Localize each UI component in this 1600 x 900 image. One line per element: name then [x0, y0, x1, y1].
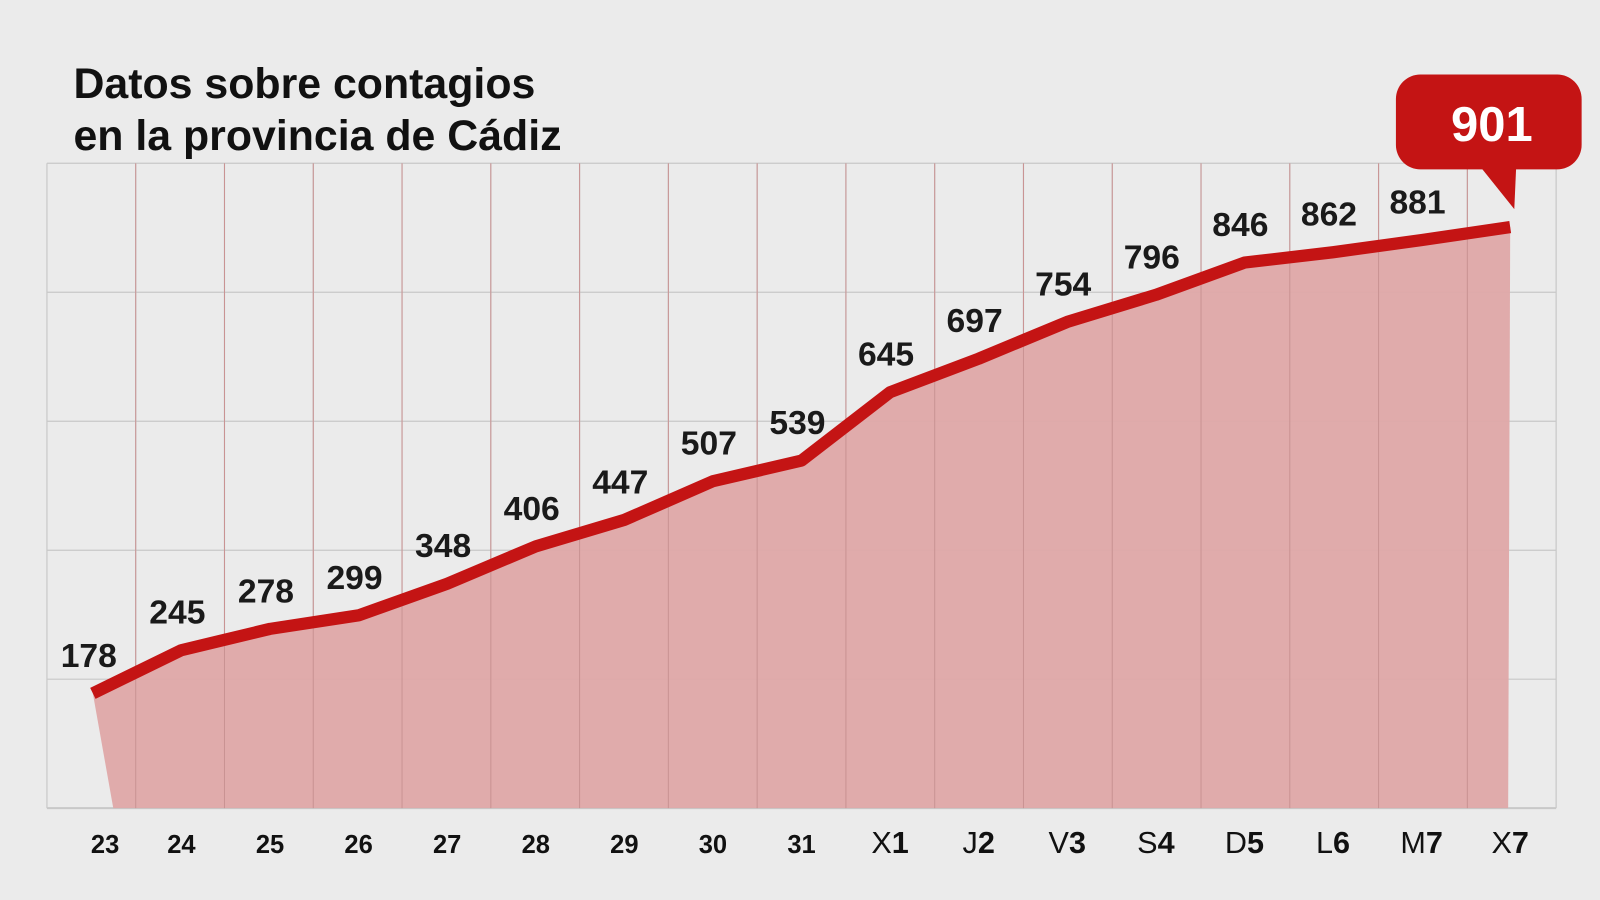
tick-prefix: V [1049, 826, 1070, 860]
callout-box [1395, 74, 1582, 170]
tick-prefix: J [963, 826, 978, 860]
x-tick-label: L6 [1316, 826, 1350, 860]
value-label: 862 [1301, 197, 1357, 234]
x-tick-label: 26 [344, 831, 372, 859]
tick-number: 4 [1158, 826, 1175, 860]
tick-number: 26 [344, 831, 372, 859]
tick-number: 28 [522, 831, 550, 859]
x-tick-label: 28 [522, 831, 550, 859]
tick-number: 30 [699, 831, 727, 859]
tick-number: 2 [978, 826, 995, 860]
chart-title: Datos sobre contagios en la provincia de… [73, 60, 561, 160]
value-label: 697 [947, 303, 1003, 340]
x-tick-label: D5 [1225, 826, 1264, 860]
tick-number: 29 [610, 831, 638, 859]
value-label: 447 [592, 464, 648, 501]
tick-prefix: D [1225, 826, 1247, 860]
value-labels: 178 245 278 299 348 406 447 507 539 645 697 754 796 8… [61, 184, 1446, 674]
tick-number: 24 [167, 831, 196, 859]
tick-prefix: X [1491, 826, 1511, 860]
value-label: 846 [1212, 207, 1268, 244]
value-label: 245 [149, 595, 205, 632]
area-fill [92, 227, 1511, 809]
tick-number: 23 [91, 831, 119, 859]
x-tick-label: 27 [433, 831, 461, 859]
value-label: 406 [504, 491, 560, 528]
title-line-1: Datos sobre contagios [73, 60, 535, 108]
x-tick-labels: 23 24 25 26 27 28 29 30 31 X1 J2 V3 S4 D5 L6 M7 X7 [91, 826, 1529, 860]
highlight-callout: 901 [1395, 74, 1582, 210]
x-tick-label: 25 [256, 831, 284, 859]
tick-number: 25 [256, 831, 284, 859]
callout-value: 901 [1451, 98, 1533, 152]
value-label: 754 [1035, 266, 1091, 303]
x-tick-label: J2 [963, 826, 995, 860]
value-label: 278 [238, 573, 294, 610]
tick-prefix: M [1400, 826, 1426, 860]
x-tick-label: 23 [91, 831, 119, 859]
x-tick-label: 30 [699, 831, 727, 859]
x-tick-label: 31 [787, 831, 815, 859]
value-label: 348 [415, 528, 471, 565]
value-label: 178 [61, 638, 117, 675]
x-tick-label: M7 [1400, 826, 1443, 860]
x-tick-label: X1 [871, 826, 908, 860]
value-label: 645 [858, 337, 914, 374]
value-label: 507 [681, 426, 737, 463]
tick-number: 1 [892, 826, 909, 860]
callout-pointer [1477, 163, 1517, 210]
x-tick-label: 24 [167, 831, 196, 859]
x-tick-label: X7 [1491, 826, 1528, 860]
title-line-2: en la provincia de Cádiz [73, 112, 561, 160]
area-layer [90, 163, 1512, 809]
tick-prefix: L [1316, 826, 1333, 860]
tick-number: 6 [1333, 826, 1350, 860]
x-tick-label: S4 [1137, 826, 1174, 860]
value-label: 881 [1389, 184, 1445, 221]
tick-number: 7 [1426, 826, 1443, 860]
x-tick-label: V3 [1049, 826, 1086, 860]
value-label: 299 [326, 560, 382, 597]
tick-number: 5 [1247, 826, 1264, 860]
tick-prefix: X [871, 826, 891, 860]
value-label: 539 [769, 405, 825, 442]
tick-number: 31 [787, 831, 815, 859]
tick-number: 3 [1069, 826, 1086, 860]
tick-number: 27 [433, 831, 461, 859]
value-label: 796 [1124, 239, 1180, 276]
tick-prefix: S [1137, 826, 1157, 860]
x-tick-label: 29 [610, 831, 638, 859]
tick-number: 7 [1512, 826, 1529, 860]
